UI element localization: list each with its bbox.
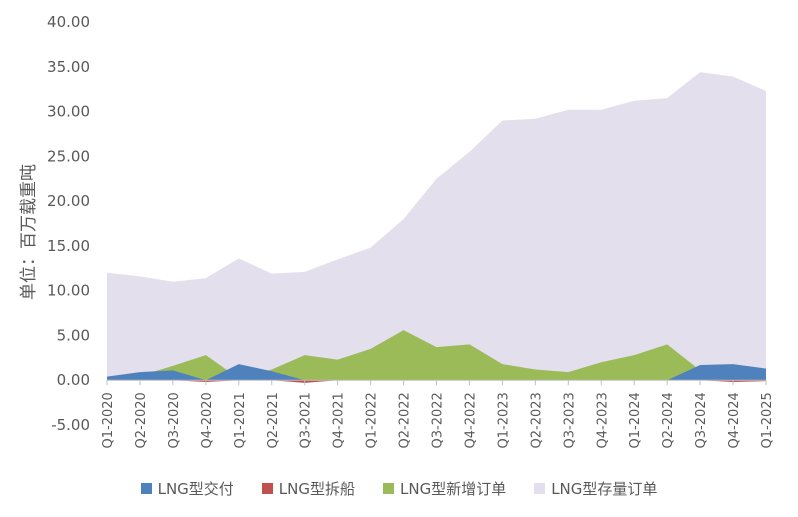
legend-item: LNG型存量订单 <box>534 476 657 500</box>
y-tick-label: 35.00 <box>47 58 90 76</box>
y-axis-label: 单位：百万载重吨 <box>19 164 39 300</box>
chart-legend: LNG型交付 LNG型拆船 LNG型新增订单 LNG型存量订单 <box>0 476 798 500</box>
x-tick-label: Q3-2022 <box>431 392 446 448</box>
x-tick-label: Q1-2024 <box>628 392 643 448</box>
y-tick-label: 30.00 <box>47 103 90 121</box>
x-tick-label: Q2-2021 <box>266 392 281 448</box>
x-tick-label: Q4-2023 <box>595 392 610 448</box>
x-tick-label: Q2-2023 <box>529 392 544 448</box>
x-tick-label: Q2-2022 <box>398 392 413 448</box>
y-tick-label: 15.00 <box>47 237 90 255</box>
legend-item: LNG型新增订单 <box>383 476 506 500</box>
y-axis-ticks: -5.00 0.00 5.00 10.00 15.00 20.00 25.00 30.00 35… <box>47 13 90 434</box>
legend-label: LNG型交付 <box>157 479 234 498</box>
y-tick-label: 25.00 <box>47 147 90 165</box>
x-tick-label: Q1-2025 <box>760 392 775 448</box>
legend-item: LNG型拆船 <box>261 476 355 500</box>
x-tick-label: Q4-2021 <box>332 392 347 448</box>
legend-label: LNG型新增订单 <box>400 479 507 498</box>
x-tick-label: Q3-2023 <box>562 392 577 448</box>
y-tick-label: 5.00 <box>57 326 90 344</box>
series-area-0 <box>107 72 766 381</box>
x-tick-label: Q1-2023 <box>496 392 511 448</box>
x-tick-label: Q3-2020 <box>167 392 182 448</box>
series-area-1 <box>107 330 766 381</box>
x-tick-label: Q3-2021 <box>299 392 314 448</box>
x-tick-label: Q4-2022 <box>463 392 478 448</box>
y-tick-label: 20.00 <box>47 192 90 210</box>
x-tick-label: Q4-2024 <box>727 392 742 448</box>
x-tick-label: Q4-2020 <box>200 392 215 448</box>
x-tick-label: Q2-2024 <box>661 392 676 448</box>
y-tick-label: 10.00 <box>47 282 90 300</box>
x-axis-ticks: Q1-2020 Q2-2020 Q3-2020 Q4-2020 Q1-2021 Q2-20… <box>101 380 775 449</box>
y-tick-label: 40.00 <box>47 13 90 31</box>
series-area-2 <box>107 364 766 381</box>
legend-swatch <box>383 482 394 494</box>
legend-swatch <box>140 482 152 494</box>
x-tick-label: Q1-2020 <box>101 392 116 448</box>
x-tick-label: Q2-2020 <box>134 392 149 448</box>
y-tick-label: -5.00 <box>51 416 90 434</box>
x-tick-label: Q3-2024 <box>694 392 709 448</box>
legend-label: LNG型拆船 <box>278 479 355 498</box>
x-tick-label: Q1-2022 <box>365 392 380 448</box>
y-tick-label: 0.00 <box>57 371 90 389</box>
x-tick-label: Q1-2021 <box>233 392 248 448</box>
series-areas <box>107 72 766 383</box>
legend-item: LNG型交付 <box>140 476 234 500</box>
legend-label: LNG型存量订单 <box>551 479 658 498</box>
legend-swatch <box>261 482 273 494</box>
legend-swatch <box>534 482 546 494</box>
